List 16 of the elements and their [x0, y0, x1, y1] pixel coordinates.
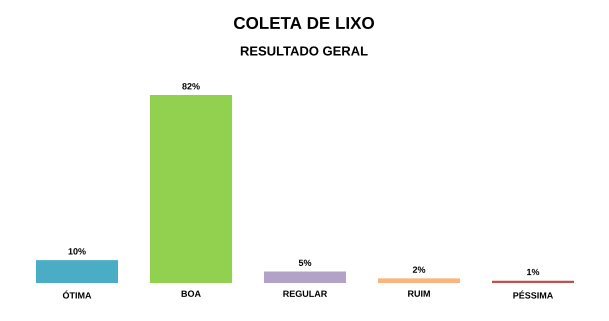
x-tick-label: REGULAR — [283, 290, 328, 297]
chart-subtitle: RESULTADO GERAL — [240, 46, 368, 56]
bar — [378, 278, 460, 283]
x-tick-label: PÉSSIMA — [513, 290, 554, 299]
x-tick-label: RUIM — [408, 290, 430, 297]
data-label: 1% — [527, 268, 540, 276]
bar — [264, 272, 346, 283]
data-label: 2% — [412, 266, 426, 273]
bar — [36, 260, 118, 283]
bar — [150, 95, 232, 283]
data-label: 5% — [298, 260, 312, 266]
x-tick-label: BOA — [182, 290, 201, 297]
data-label: 10% — [68, 248, 86, 255]
x-tick-label: ÓTIMA — [62, 290, 92, 299]
chart-title: COLETA DE LIXO — [234, 16, 374, 30]
data-label: 82% — [182, 83, 200, 90]
